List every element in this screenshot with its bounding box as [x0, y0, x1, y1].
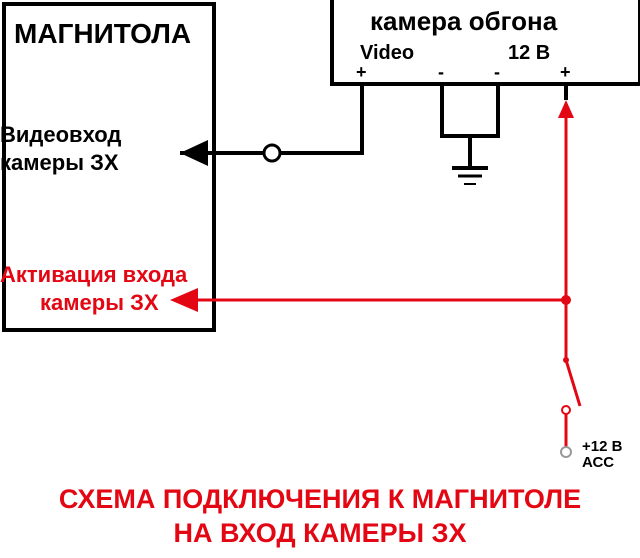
footer-line-1: СХЕМА ПОДКЛЮЧЕНИЯ К МАГНИТОЛЕ	[0, 484, 640, 515]
sign-volt-minus: -	[494, 62, 500, 83]
video-input-label-2: камеры ЗХ	[0, 150, 119, 176]
switch-contact	[562, 406, 570, 414]
activation-label-1: Активация входа	[0, 262, 187, 288]
rca-ring-icon	[264, 145, 280, 161]
red-arrow-up-icon	[558, 100, 574, 118]
video-input-label-1: Видеовход	[0, 122, 121, 148]
footer-line-2: НА ВХОД КАМЕРЫ ЗХ	[0, 518, 640, 549]
head-unit-title: МАГНИТОЛА	[14, 18, 191, 50]
power-source-node	[561, 447, 571, 457]
sign-volt-plus: +	[560, 62, 571, 83]
video-label: Video	[360, 42, 414, 65]
sign-video-plus: +	[356, 62, 367, 83]
power-label-1: +12 В	[582, 438, 622, 455]
video-arrow-icon	[180, 140, 208, 166]
volt-label: 12 В	[508, 42, 550, 65]
ground-bracket	[442, 100, 498, 136]
activation-label-2: камеры ЗХ	[40, 290, 159, 316]
switch-pivot	[563, 357, 569, 363]
power-label-2: АСС	[582, 454, 614, 471]
camera-title: камера обгона	[370, 6, 557, 37]
switch-lever	[566, 360, 580, 406]
red-arrow-left-icon	[170, 288, 198, 312]
sign-video-minus: -	[438, 62, 444, 83]
